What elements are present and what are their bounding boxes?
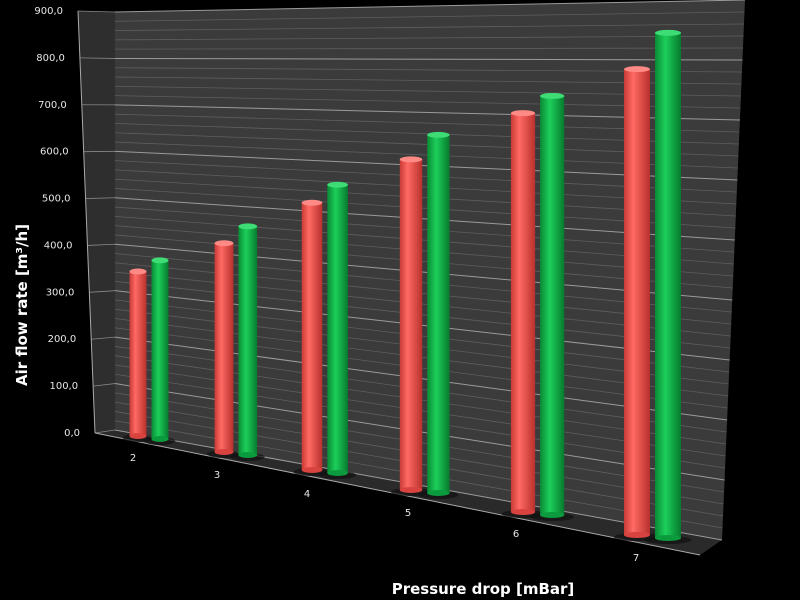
bar-top [540, 92, 565, 99]
bar-6-series-1 [501, 110, 545, 518]
gridline [114, 11, 745, 22]
side-gridline [85, 197, 116, 199]
x-tick-label: 4 [304, 489, 310, 500]
bar-body [427, 134, 450, 493]
bar-top [301, 199, 323, 206]
x-tick-label: 2 [130, 453, 136, 464]
bar-top [427, 131, 450, 138]
gridline [114, 35, 744, 41]
bar-body [129, 271, 147, 436]
gridline [114, 47, 743, 50]
bar-body [655, 32, 681, 538]
bar-top [510, 110, 536, 117]
side-gridline [77, 10, 116, 13]
bar-2-series-1 [122, 268, 154, 442]
bar-bottom [510, 509, 536, 515]
bar-bottom [151, 436, 169, 442]
x-tick-label: 6 [513, 529, 519, 540]
side-gridline [94, 429, 116, 434]
bar-bottom [327, 470, 348, 476]
bar-2-series-2 [144, 257, 176, 445]
bar-3-series-2 [230, 223, 265, 461]
side-gridline [89, 290, 116, 293]
bar-bottom [238, 452, 258, 458]
bar-bottom [427, 490, 450, 496]
y-tick-label: 700,0 [38, 100, 67, 111]
bar-body [301, 202, 323, 470]
y-tick-label: 800,0 [36, 53, 65, 64]
bar-top [655, 29, 681, 36]
bar-body [510, 113, 536, 513]
bar-6-series-2 [530, 92, 574, 521]
y-tick-label: 0,0 [64, 428, 80, 439]
bar-top [399, 156, 423, 163]
bar-5-series-2 [418, 131, 459, 499]
bar-bottom [399, 487, 423, 493]
bar-body [151, 260, 169, 439]
gridline [114, 23, 744, 31]
bar-top [214, 240, 234, 247]
bar-bottom [655, 535, 681, 541]
bar-top [327, 181, 348, 188]
bar-body [399, 159, 423, 490]
bar-body [624, 69, 650, 536]
bar-3-series-1 [207, 240, 241, 458]
side-gridline [93, 383, 116, 387]
bar-bottom [214, 449, 234, 455]
y-axis-line [77, 10, 96, 434]
side-gridline [87, 243, 116, 246]
bar-top [238, 223, 258, 230]
side-wall [78, 11, 115, 433]
bar-bottom [129, 433, 147, 439]
y-tick-label: 300,0 [46, 287, 75, 298]
y-tick-label: 500,0 [42, 194, 71, 205]
y-tick-label: 200,0 [48, 334, 77, 345]
y-tick-label: 900,0 [34, 6, 63, 17]
x-tick-label: 3 [214, 470, 220, 481]
y-tick-label: 400,0 [44, 240, 73, 251]
bar-body [327, 184, 348, 474]
bar-top [624, 66, 650, 73]
x-tick-label: 7 [633, 553, 639, 564]
gridline [114, 0, 746, 13]
bar-body [238, 226, 258, 455]
bar-4-series-2 [319, 181, 357, 479]
bar-body [540, 95, 565, 515]
side-gridline [91, 336, 116, 340]
y-tick-label: 600,0 [40, 147, 69, 158]
bar-top [129, 268, 147, 275]
bar-top [151, 257, 169, 264]
side-gridline [79, 57, 116, 59]
y-axis-title: Air flow rate [m³/h] [13, 224, 31, 386]
y-tick-label: 100,0 [49, 381, 78, 392]
bar-7-series-2 [644, 29, 692, 544]
bar-bottom [624, 532, 650, 538]
bar-body [214, 243, 234, 452]
x-axis-title: Pressure drop [mBar] [392, 580, 575, 598]
x-tick-label: 5 [405, 508, 411, 519]
bar-bottom [301, 467, 323, 473]
bar-bottom [540, 512, 565, 518]
gridline [114, 57, 743, 61]
